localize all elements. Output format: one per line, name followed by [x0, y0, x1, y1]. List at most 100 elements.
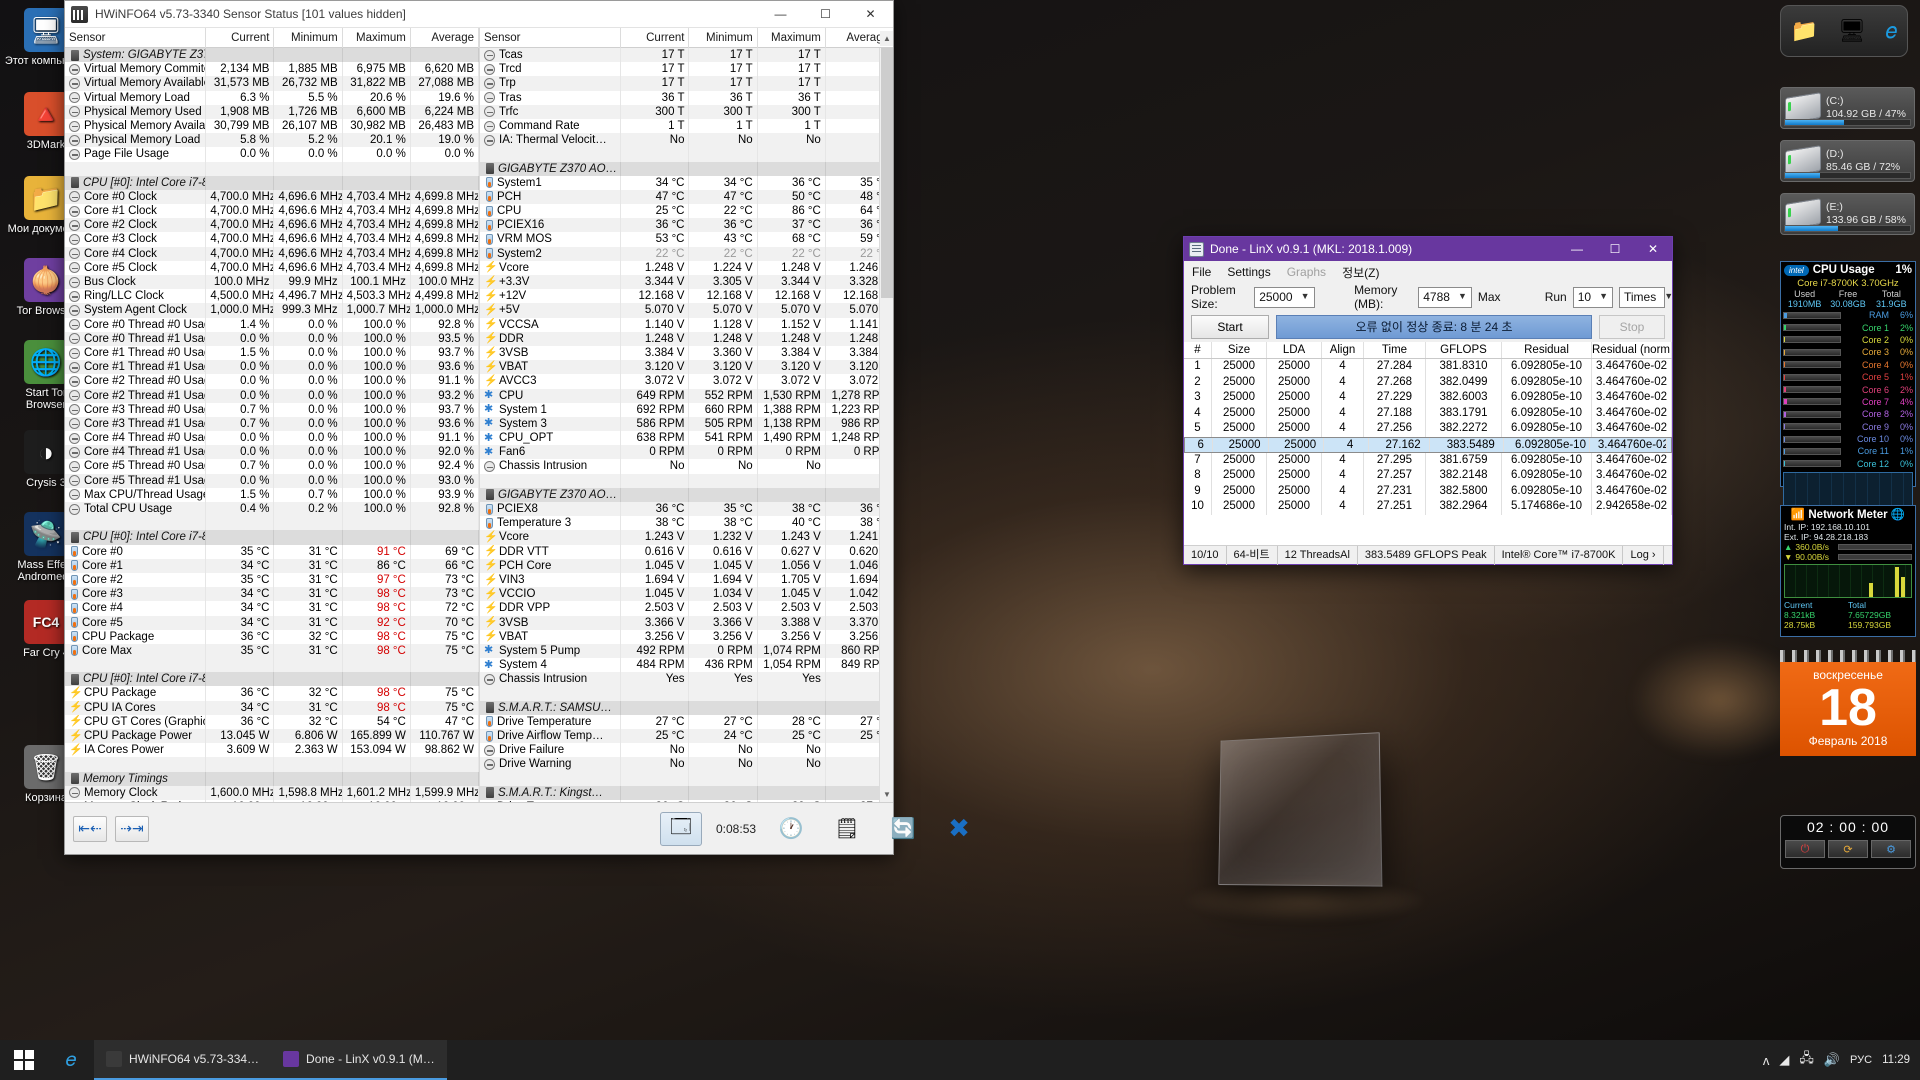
lt-col-num[interactable]: # — [1184, 342, 1212, 358]
col-header-maximum-2[interactable]: Maximum — [758, 28, 826, 48]
sensor-row[interactable]: Physical Memory Load 5.8 % 5.2 % 20.1 % 19.0… — [65, 133, 479, 148]
col-header-maximum[interactable]: Maximum — [343, 28, 411, 48]
linx-result-row[interactable]: 9 25000 25000 4 27.231 382.5800 6.092805e-10 3.… — [1184, 483, 1672, 500]
col-header-minimum[interactable]: Minimum — [274, 28, 343, 48]
col-header-current[interactable]: Current — [206, 28, 275, 48]
sensor-row[interactable]: Core #1 Thread #0 Usage 1.5 % 0.0 % 100.0 %… — [65, 345, 479, 361]
linx-result-row[interactable]: 7 25000 25000 4 27.295 381.6759 6.092805e-10 3.… — [1184, 452, 1672, 469]
linx-menu--z-[interactable]: 정보(Z) — [1342, 265, 1380, 280]
hwinfo-maximize-button[interactable]: ☐ — [820, 7, 831, 21]
sensor-row[interactable]: PCIEX8 36 °C 35 °C 38 °C 36 °C — [480, 502, 893, 517]
sensor-row[interactable]: ⚡ CPU Package Power 13.045 W 6.806 W 165.899… — [65, 729, 479, 744]
network-icon[interactable]: 🖧 — [1799, 1050, 1814, 1065]
sensor-row[interactable]: Drive Temperature 27 °C 27 °C 28 °C 27 °C — [480, 714, 893, 729]
scrollbar-thumb[interactable] — [881, 48, 893, 298]
close-x-icon[interactable]: ✖ — [948, 813, 970, 843]
power-icon[interactable]: ⏻ — [1785, 840, 1825, 858]
lt-col-size[interactable]: Size — [1212, 342, 1267, 358]
linx-minimize-button[interactable]: — — [1571, 242, 1583, 256]
sensor-row[interactable]: ⚡ CPU IA Cores 34 °C 31 °C 98 °C 75 °C — [65, 700, 479, 715]
sensor-row[interactable]: Page File Usage 0.0 % 0.0 % 0.0 % 0.0 % — [65, 147, 479, 162]
cpu-usage-gadget[interactable]: intel CPU Usage 1% Core i7-8700K 3.70GHz… — [1780, 261, 1916, 507]
sensor-row[interactable]: ✱ System 5 Pump 492 RPM 0 RPM 1,074 RPM 860 R… — [480, 643, 893, 659]
sensor-row[interactable]: ⚡ DDR VPP 2.503 V 2.503 V 2.503 V 2.503 V — [480, 601, 893, 616]
sensor-row[interactable]: Core #2 Thread #1 Usage 0.0 % 0.0 % 100.0 %… — [65, 388, 479, 403]
linx-menu-settings[interactable]: Settings — [1227, 265, 1271, 279]
linx-menu-file[interactable]: File — [1192, 265, 1212, 279]
sensor-row[interactable]: ⚡ AVCC3 3.072 V 3.072 V 3.072 V 3.072 V — [480, 374, 893, 389]
desktop-icon-crysis-3[interactable]: ◑ Crysis 3 — [4, 430, 88, 489]
sensor-row[interactable]: Ring/LLC Clock 4,500.0 MHz 4,496.7 MHz 4,50… — [65, 289, 479, 304]
sensor-row[interactable]: ⚡ IA Cores Power 3.609 W 2.363 W 153.094 W 98… — [65, 743, 479, 758]
sensor-row[interactable]: Tras 36 T 36 T 36 T — [480, 90, 893, 105]
sensor-row[interactable]: Tcas 17 T 17 T 17 T — [480, 48, 893, 63]
start-button[interactable] — [0, 1040, 48, 1080]
sensor-row[interactable]: Core #5 Clock 4,700.0 MHz 4,696.6 MHz 4,703… — [65, 260, 479, 275]
linx-result-row[interactable]: 1 25000 25000 4 27.284 381.8310 6.092805e-10 3.… — [1184, 359, 1672, 375]
sensors-button[interactable]: 🗔 — [660, 811, 702, 846]
sensor-row[interactable]: ✱ System 4 484 RPM 436 RPM 1,054 RPM 849 RPM — [480, 658, 893, 673]
clock-icon[interactable]: 🕐 — [778, 818, 804, 840]
sensor-row[interactable]: Core #2 Thread #0 Usage 0.0 % 0.0 % 100.0 %… — [65, 374, 479, 389]
sensor-row[interactable]: ⚡ Vcore 1.243 V 1.232 V 1.243 V 1.241 V — [480, 530, 893, 545]
sensor-row[interactable]: Trp 17 T 17 T 17 T — [480, 76, 893, 91]
drive-gadget-d[interactable]: (D:) 85.46 GB / 72% — [1780, 140, 1915, 182]
sensor-row[interactable]: Core #3 Clock 4,700.0 MHz 4,696.6 MHz 4,703… — [65, 232, 479, 247]
sensor-row[interactable]: ⚡ DDR VTT 0.616 V 0.616 V 0.627 V 0.620 V — [480, 544, 893, 559]
keyboard-language[interactable]: РУС — [1850, 1054, 1873, 1066]
sensor-group-row[interactable]: CPU [#0]: Intel Core i7-8700… — [65, 530, 479, 545]
drive-gadget-c[interactable]: (C:) 104.92 GB / 47% — [1780, 87, 1915, 129]
desktop-icon-far-cry-4[interactable]: FC4 Far Cry 4 — [4, 600, 88, 659]
countdown-clock-gadget[interactable]: 02 : 00 : 00 ⏻ ⟳ ⚙ — [1780, 815, 1916, 869]
sensor-row[interactable]: System1 34 °C 34 °C 36 °C 35 °C — [480, 175, 893, 190]
sensor-row[interactable]: ⚡ 3VSB 3.366 V 3.366 V 3.388 V 3.370 V — [480, 615, 893, 630]
hwinfo-close-button[interactable]: ✕ — [865, 7, 876, 21]
sensor-row[interactable]: Trfc 300 T 300 T 300 T — [480, 104, 893, 119]
sensor-row[interactable]: ⚡ CPU Package 36 °C 32 °C 98 °C 75 °C — [65, 686, 479, 701]
sensor-row[interactable]: ⚡ 3VSB 3.384 V 3.360 V 3.384 V 3.384 V — [480, 345, 893, 361]
sensor-row[interactable]: Core #0 Clock 4,700.0 MHz 4,696.6 MHz 4,703… — [65, 189, 479, 205]
sensor-row[interactable]: ✱ Fan6 0 RPM 0 RPM 0 RPM 0 RPM — [480, 445, 893, 460]
sensor-row[interactable]: ⚡ VBAT 3.120 V 3.120 V 3.120 V 3.120 V — [480, 360, 893, 375]
sensor-row[interactable]: Core Max 35 °C 31 °C 98 °C 75 °C — [65, 643, 479, 659]
sensor-group-row[interactable]: Memory Timings — [65, 771, 479, 786]
sensor-group-row[interactable]: GIGABYTE Z370 AO… — [480, 487, 893, 502]
settings-icon[interactable]: ⚙ — [1871, 840, 1911, 858]
sensor-row[interactable]: Core #5 Thread #0 Usage 0.7 % 0.0 % 100.0 %… — [65, 459, 479, 474]
refresh-icon-2[interactable]: ⟳ — [1828, 840, 1868, 858]
nav-forward-button[interactable]: ⇢⇥ — [115, 815, 149, 842]
linx-close-button[interactable]: ✕ — [1647, 242, 1659, 256]
sensor-row[interactable]: System2 22 °C 22 °C 22 °C 22 °C — [480, 246, 893, 261]
sensor-row[interactable]: Core #1 Thread #1 Usage 0.0 % 0.0 % 100.0 %… — [65, 360, 479, 375]
sensor-row[interactable]: ⚡ Vcore 1.248 V 1.224 V 1.248 V 1.246 V — [480, 260, 893, 275]
sensor-group-row[interactable]: CPU [#0]: Intel Core i7-8700K — [65, 175, 479, 190]
lt-col-residual-norm[interactable]: Residual (norm.) — [1592, 342, 1672, 358]
sensor-row[interactable]: Chassis Intrusion No No No — [480, 459, 893, 474]
sensor-row[interactable]: ⚡ VIN3 1.694 V 1.694 V 1.705 V 1.694 V — [480, 572, 893, 588]
sensor-row[interactable]: Core #3 Thread #0 Usage 0.7 % 0.0 % 100.0 %… — [65, 402, 479, 417]
sensor-row[interactable]: CPU 25 °C 22 °C 86 °C 64 °C — [480, 204, 893, 219]
col-header-sensor[interactable]: Sensor — [65, 28, 207, 48]
drive-gadget-e[interactable]: (E:) 133.96 GB / 58% — [1780, 193, 1915, 235]
sensor-row[interactable]: Drive Warning No No No — [480, 757, 893, 772]
internet-explorer-icon[interactable]: 𝑒 — [1885, 18, 1898, 43]
lt-col-time[interactable]: Time — [1364, 342, 1426, 358]
lt-col-gflops[interactable]: GFLOPS — [1426, 342, 1502, 358]
sensor-row[interactable]: Core #1 Clock 4,700.0 MHz 4,696.6 MHz 4,703… — [65, 204, 479, 219]
sensor-group-row[interactable]: S.M.A.R.T.: Kingst… — [480, 785, 893, 800]
sensor-row[interactable]: Core #0 Thread #0 Usage 1.4 % 0.0 % 100.0 %… — [65, 317, 479, 332]
sensor-row[interactable]: Core #3 34 °C 31 °C 98 °C 73 °C — [65, 587, 479, 602]
col-header-current-2[interactable]: Current — [621, 28, 690, 48]
linx-result-row[interactable]: 5 25000 25000 4 27.256 382.2272 6.092805e-10 3.… — [1184, 421, 1672, 437]
sensor-row[interactable]: Core #4 Thread #1 Usage 0.0 % 0.0 % 100.0 %… — [65, 445, 479, 460]
start-button[interactable]: Start — [1191, 314, 1269, 339]
desktop-icon-recycle-bin[interactable]: 🗑 Корзина — [4, 745, 88, 804]
network-meter-gadget[interactable]: 📶 Network Meter 🌐 Int. IP: 192.168.10.10… — [1780, 505, 1916, 637]
sensor-row[interactable]: Virtual Memory Load 6.3 % 5.5 % 20.6 % 19.6 … — [65, 90, 479, 105]
sensor-row[interactable]: Core #2 Clock 4,700.0 MHz 4,696.6 MHz 4,703… — [65, 218, 479, 233]
linx-result-row[interactable]: 10 25000 25000 4 27.251 382.2964 5.174686e-10 2… — [1184, 499, 1672, 515]
sensor-row[interactable]: Memory Clock 1,600.0 MHz 1,598.8 MHz 1,601.… — [65, 785, 479, 800]
sensor-row[interactable]: Trcd 17 T 17 T 17 T — [480, 62, 893, 77]
taskbar-app-hwinfo[interactable]: HWiNFO64 v5.73-334… — [94, 1040, 272, 1080]
